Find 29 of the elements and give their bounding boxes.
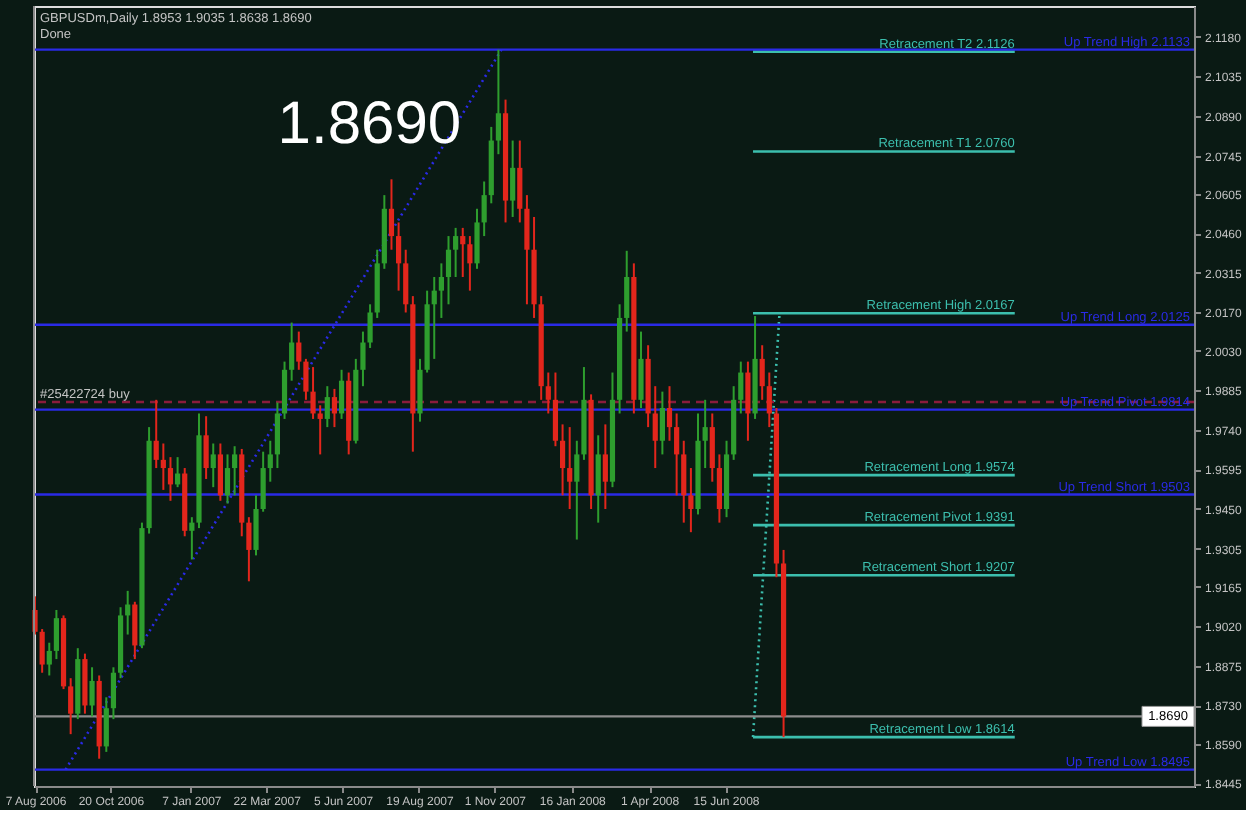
- candlestick: [388, 178, 395, 251]
- candlestick: [203, 415, 209, 480]
- candlestick: [210, 442, 216, 489]
- candlestick: [445, 235, 452, 306]
- candlestick: [274, 401, 281, 470]
- candlestick: [559, 423, 566, 497]
- candlestick: [467, 235, 473, 292]
- candlestick: [510, 139, 516, 218]
- candlestick: [595, 434, 601, 524]
- candlestick: [567, 426, 573, 510]
- candlestick: [217, 442, 223, 502]
- candlestick: [338, 368, 345, 420]
- candlestick: [659, 390, 665, 456]
- candlestick: [89, 666, 95, 718]
- candlestick: [53, 608, 60, 661]
- candlestick: [324, 385, 330, 429]
- candlestick: [460, 226, 466, 279]
- candlestick: [132, 600, 138, 661]
- candlestick: [638, 330, 644, 410]
- candlestick: [82, 652, 88, 715]
- candlestick: [438, 262, 444, 319]
- candlestick: [745, 360, 751, 442]
- candlestick: [232, 445, 238, 497]
- candlestick: [602, 423, 608, 510]
- annotation: 1.8690: [277, 91, 462, 158]
- candlestick: [224, 453, 231, 505]
- candlestick: [331, 387, 338, 429]
- candlestick: [552, 371, 559, 448]
- candlestick: [167, 456, 174, 502]
